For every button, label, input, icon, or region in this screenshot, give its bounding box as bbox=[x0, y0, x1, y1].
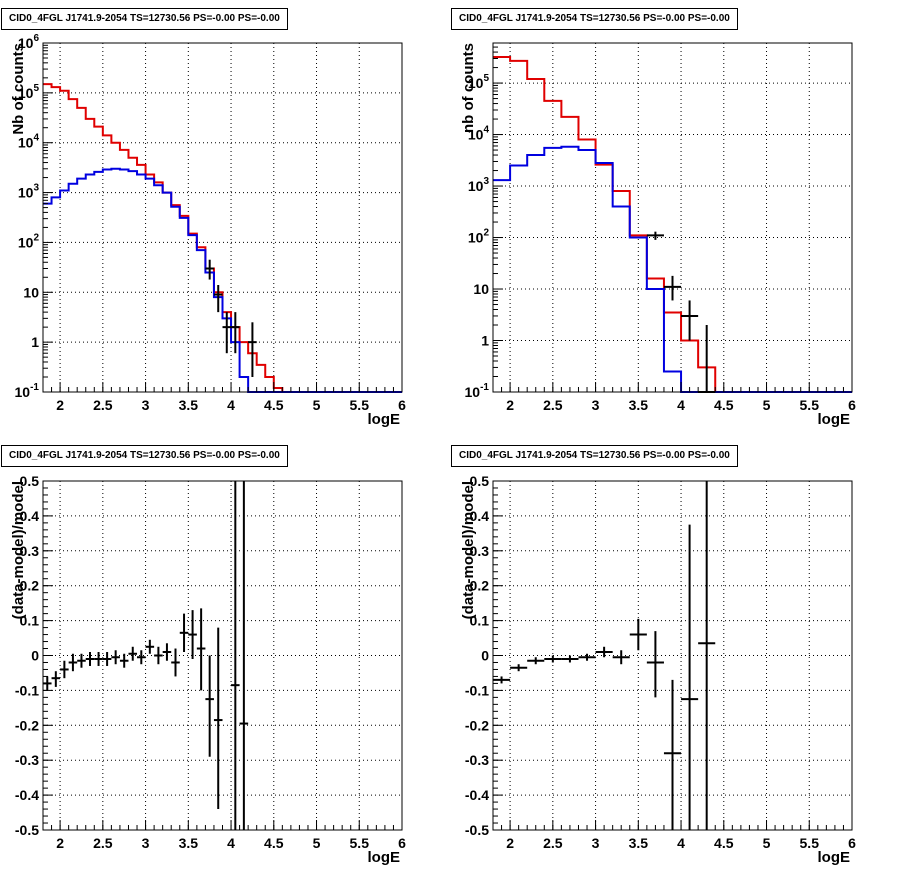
x-tick-label-5: 4.5 bbox=[264, 835, 284, 851]
y-tick-label-10: 0.5 bbox=[20, 473, 40, 489]
x-tick-label-3: 3.5 bbox=[629, 397, 649, 413]
x-tick-label-8: 6 bbox=[848, 397, 856, 413]
y-tick-label-5: 104 bbox=[18, 133, 40, 151]
panel-4: 2 2.5 3 3.5 4 4.5 5 5.5 6 -0.5 -0.4 -0.3 -0.2 -0.1 0 0.… bbox=[460, 473, 856, 866]
x-tick-label-4: 4 bbox=[677, 835, 685, 851]
x-tick-label-5: 4.5 bbox=[264, 397, 284, 413]
x-tick-label-6: 5 bbox=[313, 397, 321, 413]
y-tick-label-3: -0.2 bbox=[15, 717, 39, 733]
y-tick-label-8: 0.3 bbox=[470, 543, 490, 559]
y-tick-label-2: -0.3 bbox=[465, 752, 489, 768]
x-tick-label-8: 6 bbox=[398, 835, 406, 851]
x-tick-label-2: 3 bbox=[592, 835, 600, 851]
y-tick-label-2: 10 bbox=[23, 284, 39, 300]
series-1-line bbox=[43, 83, 402, 393]
y-tick-label-4: -0.1 bbox=[465, 682, 489, 698]
x-axis-title: logE bbox=[818, 849, 851, 866]
y-tick-label-1: -0.4 bbox=[15, 787, 39, 803]
x-tick-label-2: 3 bbox=[592, 397, 600, 413]
x-tick-label-8: 6 bbox=[848, 835, 856, 851]
x-tick-label-7: 5.5 bbox=[800, 397, 820, 413]
x-tick-label-1: 2.5 bbox=[543, 835, 563, 851]
y-tick-label-10: 0.5 bbox=[470, 473, 490, 489]
series-2-line bbox=[493, 145, 852, 393]
y-tick-label-5: 104 bbox=[468, 125, 490, 143]
y-tick-label-2: 10 bbox=[473, 281, 489, 297]
panel-3-title: CID0_4FGL J1741.9-2054 TS=12730.56 PS=-0… bbox=[1, 445, 288, 467]
y-tick-label-5: 0 bbox=[481, 648, 489, 664]
y-tick-label-6: 105 bbox=[468, 73, 490, 91]
x-tick-label-3: 3.5 bbox=[629, 835, 649, 851]
x-tick-label-0: 2 bbox=[506, 835, 514, 851]
x-axis-title: logE bbox=[368, 411, 401, 428]
y-tick-label-4: 103 bbox=[18, 183, 40, 201]
x-tick-label-0: 2 bbox=[506, 397, 514, 413]
x-tick-label-4: 4 bbox=[227, 835, 235, 851]
x-tick-label-7: 5.5 bbox=[350, 397, 370, 413]
x-tick-label-8: 6 bbox=[398, 397, 406, 413]
y-tick-label-5: 0 bbox=[31, 648, 39, 664]
x-axis-title: logE bbox=[368, 849, 401, 866]
x-tick-label-3: 3.5 bbox=[179, 397, 199, 413]
y-tick-label-0: 10-1 bbox=[15, 382, 40, 400]
x-tick-label-7: 5.5 bbox=[800, 835, 820, 851]
y-tick-label-7: 0.2 bbox=[20, 578, 40, 594]
plot-frame bbox=[492, 42, 853, 393]
plot-frame bbox=[42, 42, 403, 393]
y-tick-label-3: 102 bbox=[18, 232, 40, 250]
y-tick-label-3: 102 bbox=[468, 228, 490, 246]
panel-2-title: CID0_4FGL J1741.9-2054 TS=12730.56 PS=-0… bbox=[451, 8, 738, 30]
y-tick-label-6: 0.1 bbox=[20, 613, 40, 629]
x-tick-label-4: 4 bbox=[677, 397, 685, 413]
x-axis-title: logE bbox=[818, 411, 851, 428]
y-tick-label-1: 1 bbox=[481, 333, 489, 349]
y-axis-title: (data-model)/model bbox=[460, 481, 477, 619]
series-1-line bbox=[493, 56, 852, 393]
y-tick-label-4: 103 bbox=[468, 176, 490, 194]
y-tick-label-0: -0.5 bbox=[15, 822, 39, 838]
y-axis-title: Nb of counts bbox=[10, 43, 27, 135]
y-tick-label-3: -0.2 bbox=[465, 717, 489, 733]
plot-frame bbox=[42, 480, 403, 831]
x-tick-label-0: 2 bbox=[56, 835, 64, 851]
y-tick-label-4: -0.1 bbox=[15, 682, 39, 698]
series-2-line bbox=[43, 167, 402, 393]
y-tick-label-7: 106 bbox=[18, 33, 40, 51]
x-tick-label-6: 5 bbox=[763, 835, 771, 851]
y-tick-label-9: 0.4 bbox=[20, 508, 40, 524]
x-tick-label-6: 5 bbox=[763, 397, 771, 413]
y-tick-label-6: 0.1 bbox=[470, 613, 490, 629]
x-tick-label-3: 3.5 bbox=[179, 835, 199, 851]
y-tick-label-8: 0.3 bbox=[20, 543, 40, 559]
y-tick-label-7: 0.2 bbox=[470, 578, 490, 594]
y-tick-label-2: -0.3 bbox=[15, 752, 39, 768]
y-tick-label-0: -0.5 bbox=[465, 822, 489, 838]
x-tick-label-1: 2.5 bbox=[93, 835, 113, 851]
y-axis-title: nb of counts bbox=[460, 43, 477, 133]
y-tick-label-1: 1 bbox=[31, 334, 39, 350]
x-tick-label-6: 5 bbox=[313, 835, 321, 851]
panel-1-title: CID0_4FGL J1741.9-2054 TS=12730.56 PS=-0… bbox=[1, 8, 288, 30]
y-tick-label-0: 10-1 bbox=[465, 382, 490, 400]
panel-3: 2 2.5 3 3.5 4 4.5 5 5.5 6 -0.5 -0.4 -0.3 -0.2 -0.1 0 0.… bbox=[10, 473, 406, 866]
y-axis-title: (data-model)/model bbox=[10, 481, 27, 619]
x-tick-label-0: 2 bbox=[56, 397, 64, 413]
panel-4-title: CID0_4FGL J1741.9-2054 TS=12730.56 PS=-0… bbox=[451, 445, 738, 467]
y-tick-label-6: 105 bbox=[18, 83, 40, 101]
y-tick-label-9: 0.4 bbox=[470, 508, 490, 524]
x-tick-label-2: 3 bbox=[142, 835, 150, 851]
x-tick-label-1: 2.5 bbox=[93, 397, 113, 413]
x-tick-label-5: 4.5 bbox=[714, 397, 734, 413]
x-tick-label-4: 4 bbox=[227, 397, 235, 413]
x-tick-label-7: 5.5 bbox=[350, 835, 370, 851]
panel-1: 2 2.5 3 3.5 4 4.5 5 5.5 6 10-1 1 10 102 103 104 105 106 l… bbox=[10, 33, 406, 428]
x-tick-label-5: 4.5 bbox=[714, 835, 734, 851]
panel-2: 2 2.5 3 3.5 4 4.5 5 5.5 6 10-1 1 10 102 103 104 105 logE… bbox=[460, 42, 856, 428]
y-tick-label-1: -0.4 bbox=[465, 787, 489, 803]
x-tick-label-1: 2.5 bbox=[543, 397, 563, 413]
x-tick-label-2: 3 bbox=[142, 397, 150, 413]
